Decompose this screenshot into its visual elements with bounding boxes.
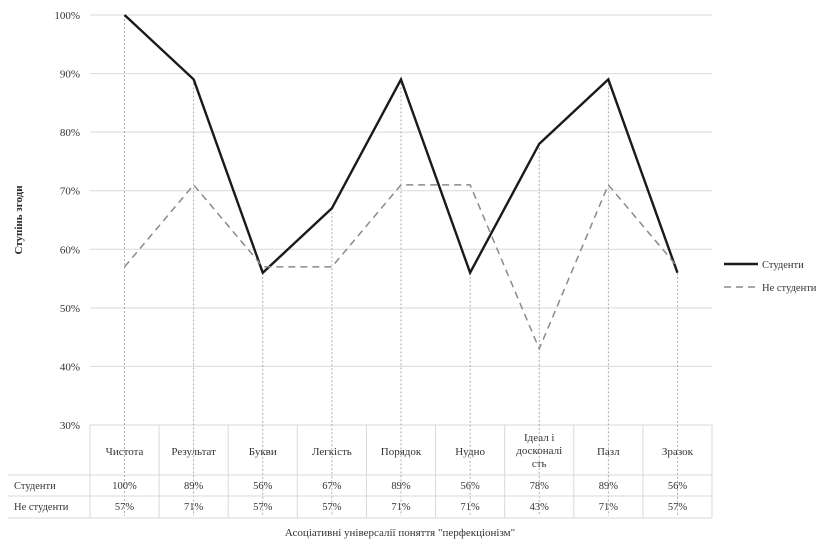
data-label: 71% (460, 502, 480, 513)
table-series-name: Студенти (14, 481, 56, 492)
x-category-label: Ідеал і (524, 432, 555, 444)
data-label: 100% (112, 481, 137, 492)
data-label: 57% (668, 502, 688, 513)
y-tick-label: 90% (60, 69, 80, 81)
y-tick-label: 70% (60, 186, 80, 198)
legend-label: Студенти (762, 260, 804, 271)
x-category-label: Зразок (662, 446, 694, 458)
data-label: 89% (599, 481, 619, 492)
data-label: 89% (391, 481, 411, 492)
y-tick-label: 80% (60, 127, 80, 139)
data-label: 43% (530, 502, 550, 513)
data-label: 89% (184, 481, 204, 492)
data-label: 67% (322, 481, 342, 492)
data-label: 57% (322, 502, 342, 513)
data-label: 57% (253, 502, 273, 513)
x-axis-title: Асоціативні універсалії поняття "перфекц… (285, 527, 515, 539)
x-category-label: Порядок (381, 446, 422, 458)
x-category-label: сть (532, 458, 547, 470)
data-label: 56% (253, 481, 273, 492)
x-category-label: Результат (171, 446, 216, 458)
data-label: 57% (115, 502, 135, 513)
x-category-label: Букви (249, 446, 277, 458)
x-category-label: досконалі (516, 445, 562, 457)
y-tick-label: 60% (60, 244, 80, 256)
y-tick-label: 30% (60, 420, 80, 432)
x-category-label: Легкість (312, 446, 352, 458)
y-tick-label: 100% (54, 10, 80, 22)
legend-label: Не студенти (762, 283, 817, 294)
y-tick-label: 50% (60, 303, 80, 315)
table-series-name: Не студенти (14, 502, 69, 513)
data-label: 78% (530, 481, 550, 492)
data-label: 56% (668, 481, 688, 492)
data-label: 71% (599, 502, 619, 513)
x-category-label: Пазл (597, 446, 620, 458)
y-tick-label: 40% (60, 361, 80, 373)
x-category-label: Нудно (455, 446, 485, 458)
data-label: 71% (391, 502, 411, 513)
y-axis-title: Ступінь згоди (13, 185, 25, 255)
data-label: 71% (184, 502, 204, 513)
x-category-label: Чистота (106, 446, 144, 458)
data-label: 56% (460, 481, 480, 492)
